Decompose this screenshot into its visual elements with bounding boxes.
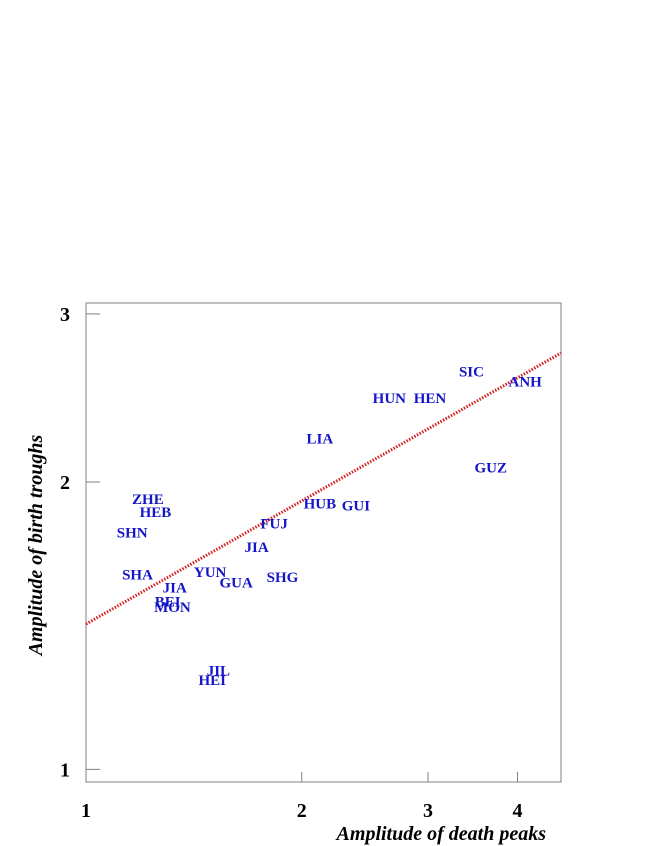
point-label-hen: HEN: [414, 391, 447, 407]
point-label-fuj: FUJ: [260, 516, 288, 532]
x-axis-title: Amplitude of death peaks: [335, 823, 547, 845]
point-label-jil: JIL: [207, 663, 230, 679]
point-label-hub: HUB: [304, 496, 337, 512]
y-axis-title: Amplitude of birth troughs: [25, 434, 47, 657]
point-label-guz: GUZ: [474, 461, 507, 477]
y-tick-label: 2: [60, 472, 70, 494]
fit-line: [85, 351, 562, 626]
point-label-mon: MON: [154, 600, 191, 616]
point-label-sha: SHA: [122, 568, 153, 584]
x-tick-label: 1: [81, 800, 91, 822]
y-tick-label: 1: [60, 759, 70, 781]
x-tick-label: 2: [297, 800, 307, 822]
point-label-jia: JIA: [245, 540, 269, 556]
point-label-shg: SHG: [267, 570, 299, 586]
point-label-anh: ANH: [509, 374, 543, 390]
point-label-jia: JIA: [163, 581, 187, 597]
point-label-gui: GUI: [342, 498, 371, 514]
y-tick-label: 3: [60, 304, 70, 326]
x-tick-label: 3: [423, 800, 433, 822]
point-label-yun: YUN: [194, 565, 227, 581]
point-label-hei: HEI: [198, 673, 226, 689]
point-label-zhe: ZHE: [132, 492, 164, 508]
point-label-heb: HEB: [140, 505, 172, 521]
plot-frame: [85, 302, 562, 783]
point-label-bei: BEI: [155, 594, 181, 610]
point-label-gua: GUA: [219, 575, 253, 591]
x-tick-label: 4: [512, 800, 522, 822]
point-label-lia: LIA: [307, 432, 334, 448]
point-label-sic: SIC: [459, 365, 484, 381]
point-label-hun: HUN: [373, 391, 407, 407]
point-label-shn: SHN: [117, 526, 148, 542]
